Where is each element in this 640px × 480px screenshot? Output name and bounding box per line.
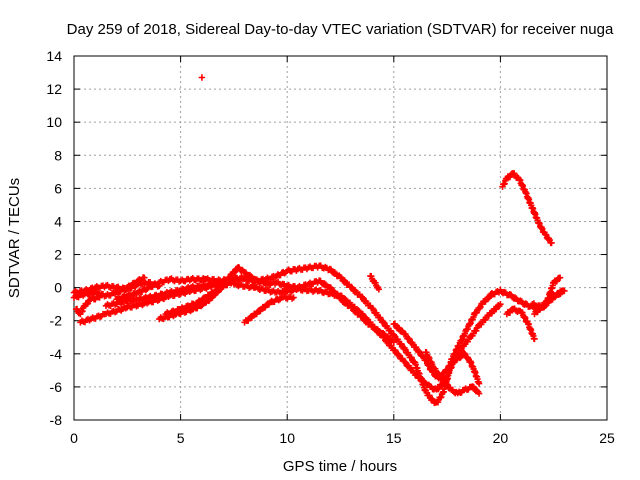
data-point-marker (443, 367, 450, 374)
data-point-marker (511, 294, 519, 301)
x-tick-labels: 0 5 10 15 20 25 (70, 430, 615, 446)
series-track-16 (367, 272, 383, 293)
data-point-marker (559, 287, 566, 295)
y-tick-label: -6 (50, 379, 63, 395)
series-track-3 (72, 293, 103, 318)
y-tick-label: 12 (46, 81, 62, 97)
data-points (70, 74, 568, 407)
data-point-marker (435, 371, 443, 378)
grid (74, 56, 607, 420)
data-point-marker (96, 294, 103, 301)
series-track-18 (503, 305, 538, 343)
data-point-marker (531, 335, 538, 343)
data-point-marker (390, 339, 397, 346)
data-point-marker (475, 390, 483, 397)
data-point-marker (475, 380, 483, 387)
x-tick-label: 5 (177, 430, 185, 446)
series-track-15 (422, 348, 483, 397)
x-tick-label: 20 (493, 430, 509, 446)
data-point-marker (141, 274, 148, 281)
data-point-marker (290, 294, 297, 301)
data-point-marker (416, 349, 424, 356)
series-track-9 (166, 273, 248, 286)
data-point-marker (347, 283, 355, 291)
data-point-marker (406, 335, 413, 343)
x-axis-label: GPS time / hours (283, 458, 397, 475)
series-track-17 (499, 170, 555, 247)
plot-frame (73, 55, 608, 421)
data-point-marker (358, 313, 366, 320)
axis-ticks (73, 55, 608, 421)
data-point-marker (202, 295, 209, 302)
data-point-marker (415, 348, 423, 355)
data-point-marker (460, 349, 468, 357)
series-track-13 (262, 277, 397, 346)
series-outlier (198, 74, 206, 81)
y-tick-label: -2 (50, 313, 63, 329)
x-tick-label: 15 (386, 430, 402, 446)
y-tick-label: 2 (54, 247, 62, 263)
data-point-marker (198, 74, 206, 81)
data-point-marker (556, 274, 564, 281)
y-tick-label: 4 (54, 213, 62, 229)
y-tick-label: 14 (46, 48, 62, 64)
y-tick-labels: -8 -6 -4 -2 0 2 4 6 8 10 12 14 (46, 48, 62, 428)
data-point-marker (434, 370, 442, 377)
data-point-marker (358, 293, 366, 301)
y-tick-label: -8 (50, 412, 63, 428)
x-tick-label: 10 (279, 430, 295, 446)
data-point-marker (548, 239, 555, 247)
series-track-6 (113, 276, 174, 303)
data-point-marker (369, 305, 376, 312)
data-point-marker (456, 354, 464, 362)
y-tick-label: 0 (54, 280, 62, 296)
x-tick-label: 0 (70, 430, 78, 446)
series-track-2 (70, 274, 148, 301)
data-point-marker (241, 274, 248, 281)
data-point-marker (214, 287, 222, 294)
data-point-marker (517, 297, 524, 304)
data-point-marker (497, 300, 504, 308)
data-point-marker (485, 295, 492, 302)
data-point-marker (401, 358, 408, 365)
y-tick-label: 10 (46, 114, 62, 130)
data-point-marker (443, 380, 450, 388)
data-point-marker (375, 286, 383, 293)
data-point-marker (477, 303, 484, 311)
data-point-marker (473, 309, 480, 316)
x-tick-label: 25 (599, 430, 615, 446)
data-point-marker (405, 334, 412, 342)
y-tick-label: 8 (54, 147, 62, 163)
y-tick-label: -4 (50, 346, 63, 362)
data-point-marker (321, 280, 328, 287)
series-track-10 (241, 293, 297, 326)
series-track-19 (531, 274, 564, 318)
series-track-20 (529, 287, 566, 312)
y-tick-label: 6 (54, 180, 62, 196)
data-point-marker (230, 269, 238, 277)
chart-title: Day 259 of 2018, Sidereal Day-to-day VTE… (67, 21, 614, 38)
data-point-marker (450, 359, 457, 367)
data-point-marker (379, 329, 387, 337)
y-axis-label: SDTVAR / TECUs (6, 178, 23, 298)
